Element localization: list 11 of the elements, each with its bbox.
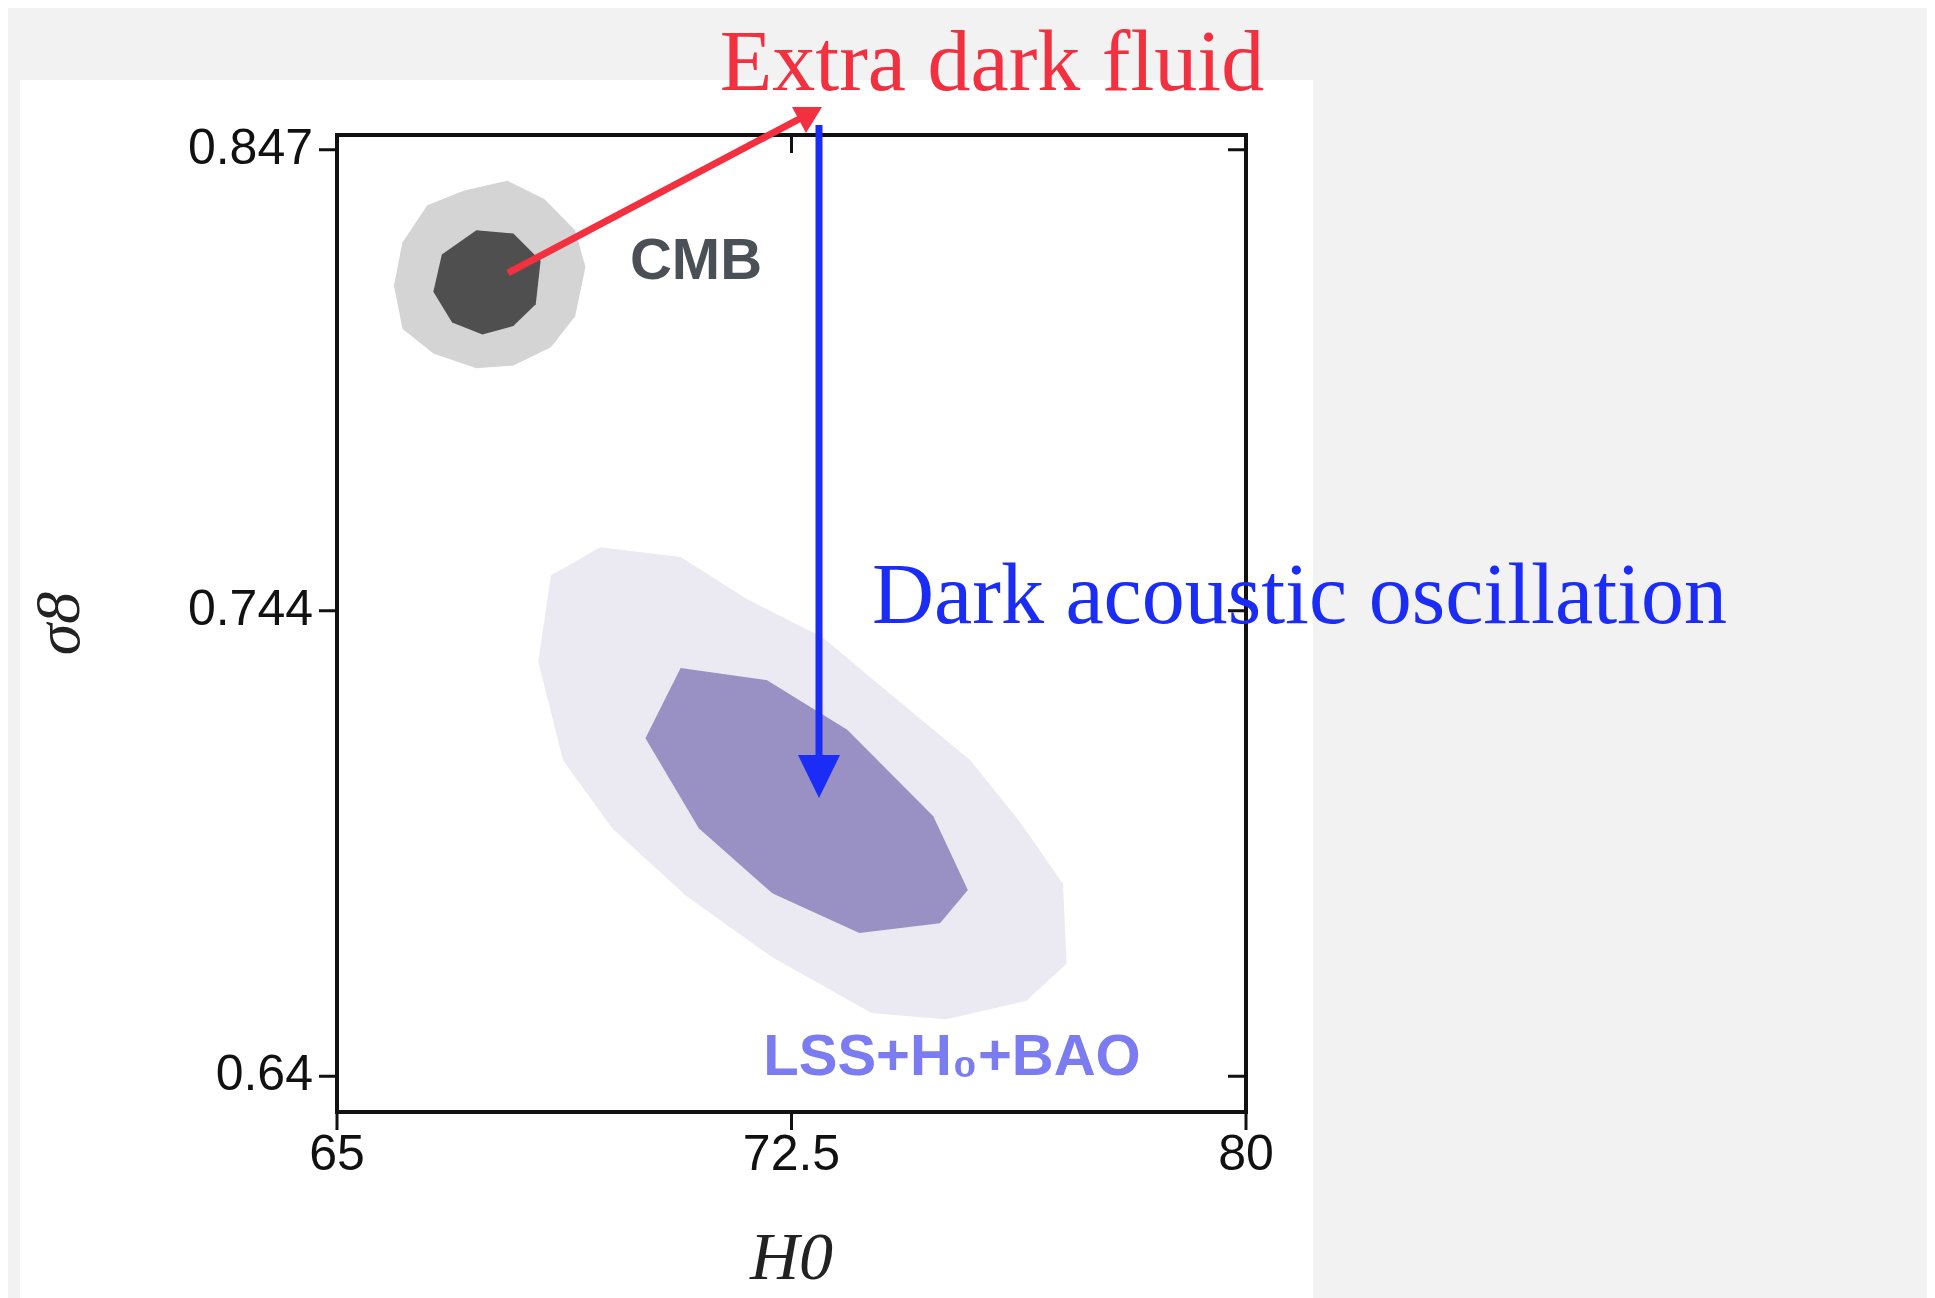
y-tick-label: 0.847 [187, 118, 313, 175]
annotation: LSS+H₀+BAO [762, 1021, 1142, 1089]
y-tick-label: 0.744 [187, 579, 313, 636]
x-tick-label: 80 [1218, 1124, 1274, 1181]
y-axis-title: σ8 [22, 591, 94, 656]
x-axis-title: H0 [748, 1218, 834, 1295]
y-tick-label: 0.64 [215, 1044, 313, 1101]
x-tick-label: 65 [309, 1124, 365, 1181]
text: Extra dark fluid [718, 13, 1266, 109]
x-tick-label: 72.5 [742, 1124, 841, 1181]
annotation: CMB [628, 225, 764, 293]
